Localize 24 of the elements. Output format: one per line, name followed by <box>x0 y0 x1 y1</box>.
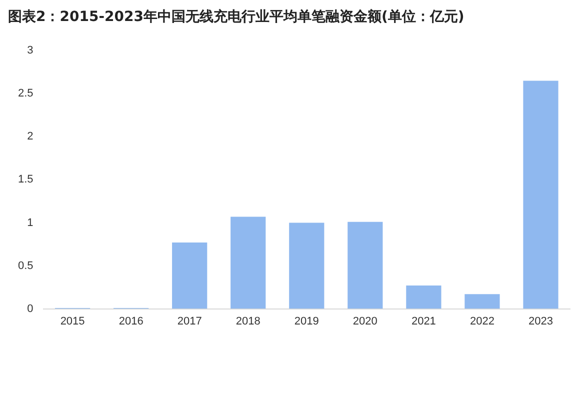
bar <box>348 222 383 309</box>
chart-title: 图表2：2015-2023年中国无线充电行业平均单笔融资金额(单位：亿元) <box>8 8 466 26</box>
bar <box>406 286 442 309</box>
y-tick-label: 1 <box>27 216 34 229</box>
x-tick-label: 2019 <box>294 315 319 328</box>
y-tick-label: 3 <box>27 44 34 57</box>
y-tick-label: 0.5 <box>18 260 34 272</box>
y-tick-label: 0 <box>27 302 34 315</box>
x-tick-label: 2022 <box>470 315 494 328</box>
x-tick-label: 2017 <box>177 315 202 328</box>
bar <box>464 294 500 309</box>
x-tick-label: 2015 <box>60 315 85 328</box>
y-tick-label: 1.5 <box>18 174 34 186</box>
bar <box>523 80 558 309</box>
x-tick-label: 2018 <box>236 315 260 328</box>
x-tick-label: 2023 <box>528 315 553 328</box>
x-tick-label: 2021 <box>411 315 436 328</box>
bar <box>230 216 266 309</box>
x-tick-label: 2020 <box>352 315 378 328</box>
x-tick-label: 2016 <box>118 315 144 328</box>
bar <box>172 242 208 309</box>
y-tick-label: 2.5 <box>18 88 34 100</box>
y-tick-label: 2 <box>27 130 34 143</box>
bar <box>289 222 324 309</box>
